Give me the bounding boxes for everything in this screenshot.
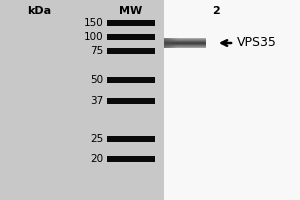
Bar [183,38,184,48]
Bar [178,38,179,48]
Bar [173,38,174,48]
Text: 150: 150 [84,18,103,28]
Text: 75: 75 [90,46,104,56]
Bar [165,38,166,48]
Bar [164,46,206,47]
Text: 37: 37 [90,96,104,106]
Bar [164,38,206,39]
Bar [106,156,154,162]
Bar [188,38,189,48]
Bar [180,38,181,48]
Text: 2: 2 [212,6,220,16]
Text: 25: 25 [90,134,104,144]
Text: MW: MW [119,6,142,16]
Bar [106,98,154,104]
Bar [175,38,176,48]
Bar [184,38,185,48]
Bar [106,136,154,142]
Bar [170,38,171,48]
Bar [164,47,206,48]
Bar [164,41,206,42]
Bar [106,48,154,54]
Bar [164,42,206,43]
Bar [164,45,206,46]
Bar [106,34,154,40]
Bar [176,38,177,48]
Bar [179,38,180,48]
Text: 100: 100 [84,32,104,42]
Bar [169,38,170,48]
Text: kDa: kDa [27,6,51,16]
Bar [177,38,178,48]
Bar [172,38,173,48]
Bar [164,40,206,41]
Bar [187,38,188,48]
Bar [186,38,187,48]
Bar [181,38,182,48]
Bar [168,38,169,48]
Bar [106,77,154,83]
Bar [171,38,172,48]
Bar [164,38,165,48]
Bar [167,38,168,48]
Bar [185,38,186,48]
Bar [164,39,206,40]
Bar [164,43,206,44]
Bar [106,20,154,26]
Text: 50: 50 [90,75,104,85]
Text: VPS35: VPS35 [237,36,277,49]
Bar [166,38,167,48]
Text: 20: 20 [90,154,104,164]
Bar [174,38,175,48]
Bar [182,38,183,48]
Bar [169,38,170,48]
Bar [164,44,206,45]
Bar [164,0,300,200]
